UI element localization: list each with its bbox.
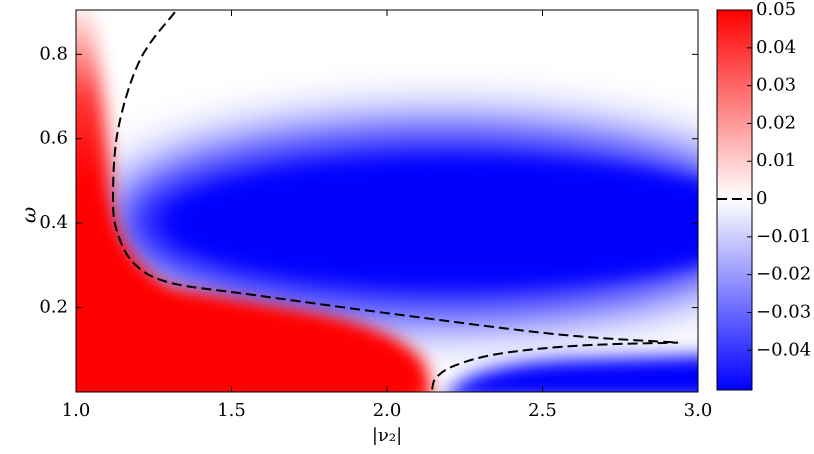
contour-line	[431, 341, 679, 390]
colorbar-tick-label: −0.01	[756, 226, 811, 247]
colorbar-tick-label: −0.04	[756, 339, 811, 360]
colorbar-tick-label: 0	[756, 188, 767, 209]
x-tick-label: 2.0	[373, 400, 402, 421]
colorbar-tick-label: 0.04	[756, 37, 796, 58]
y-tick-label: 0.8	[39, 43, 68, 64]
colorbar-tick-label: 0.03	[756, 75, 796, 96]
colorbar-tick-label: 0.01	[756, 150, 796, 171]
colorbar-tick-label: 0.05	[756, 0, 796, 20]
contour-line	[112, 11, 679, 344]
y-tick-label: 0.4	[39, 212, 68, 233]
colorbar-tick-label: −0.02	[756, 264, 811, 285]
x-tick-label: 2.5	[528, 400, 557, 421]
y-tick-label: 0.2	[39, 297, 68, 318]
x-axis-label: |ν₂|	[372, 425, 402, 446]
x-tick-label: 3.0	[684, 400, 713, 421]
y-tick-label: 0.6	[39, 128, 68, 149]
heatmap-field	[76, 10, 698, 392]
x-tick-label: 1.0	[62, 400, 91, 421]
y-axis-label: ω	[17, 207, 41, 223]
colorbar-tick-label: −0.03	[756, 301, 811, 322]
colorbar-tick-label: 0.02	[756, 112, 796, 133]
x-tick-label: 1.5	[217, 400, 246, 421]
